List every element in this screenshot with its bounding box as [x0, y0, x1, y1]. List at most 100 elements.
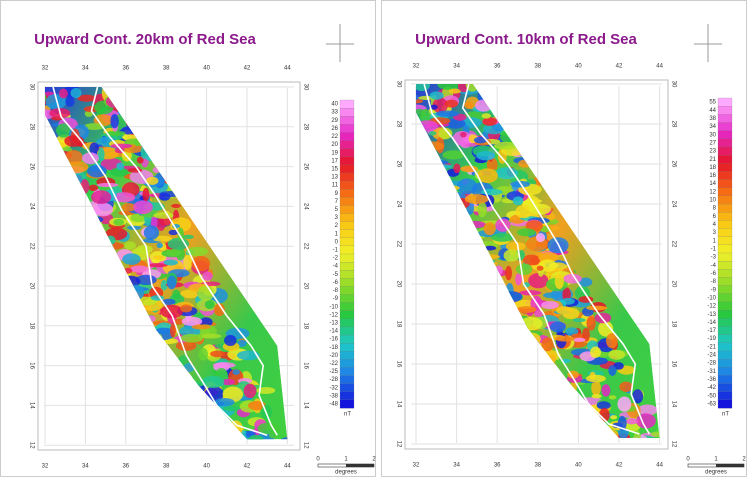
anomaly-blob — [503, 249, 520, 262]
y-tick-label: 30 — [28, 84, 34, 91]
colorbar-swatch — [717, 334, 733, 344]
colorbar-swatch — [339, 310, 355, 320]
colorbar-swatch — [339, 197, 355, 206]
x-tick-label: 32 — [42, 464, 49, 470]
anomaly-blob — [505, 265, 513, 281]
anomaly-blob — [522, 254, 541, 266]
colorbar-label: 44 — [709, 108, 716, 114]
colorbar-label: -2 — [333, 256, 339, 262]
colorbar-swatch — [339, 359, 355, 368]
y-tick-label: 16 — [302, 362, 308, 369]
colorbar-swatch — [717, 326, 733, 335]
anomaly-blob — [171, 203, 181, 208]
y-tick-label: 18 — [28, 322, 34, 329]
colorbar-label: 8 — [713, 206, 717, 212]
colorbar-swatch — [339, 391, 355, 401]
anomaly-blob — [142, 187, 150, 202]
anomaly-blob — [172, 289, 181, 300]
colorbar-label: -9 — [711, 287, 717, 293]
scale-label: 2 — [372, 457, 376, 463]
colorbar-swatch — [717, 277, 733, 287]
x-tick-label: 42 — [616, 64, 623, 70]
colorbar-swatch — [717, 310, 733, 319]
anomaly-blob — [464, 194, 489, 204]
colorbar-label: 20 — [331, 142, 338, 148]
anomaly-blob — [213, 303, 225, 317]
scale-label: 1 — [714, 457, 718, 463]
colorbar-swatch — [339, 270, 355, 279]
anomaly-blob — [428, 131, 437, 136]
anomaly-blob — [635, 413, 656, 429]
anomaly-blob — [476, 151, 496, 161]
anomaly-blob — [247, 434, 265, 440]
anomaly-blob — [168, 229, 179, 236]
colorbar-swatch — [717, 350, 733, 360]
y-tick-label: 16 — [395, 361, 401, 368]
x-tick-label: 44 — [656, 64, 663, 70]
anomaly-blob — [204, 300, 215, 310]
anomaly-blob — [93, 114, 113, 127]
anomaly-blob — [435, 110, 459, 117]
y-tick-label: 26 — [302, 163, 308, 170]
anomaly-blob — [199, 317, 213, 327]
colorbar-swatch — [717, 342, 733, 352]
anomaly-blob — [191, 324, 211, 330]
anomaly-blob — [477, 201, 488, 218]
anomaly-blob — [214, 398, 235, 407]
anomaly-blob — [512, 196, 524, 206]
anomaly-blob — [160, 279, 168, 291]
anomaly-blob — [106, 130, 126, 136]
anomaly-blob — [555, 336, 575, 342]
coastline — [461, 84, 651, 435]
colorbar-unit: nT — [344, 412, 351, 418]
colorbar-label: -28 — [707, 361, 716, 367]
colorbar-label: 21 — [709, 157, 716, 163]
colorbar-label: 18 — [709, 165, 716, 171]
colorbar-label: -20 — [329, 353, 338, 359]
anomaly-blob — [572, 318, 586, 323]
anomaly-blob — [617, 396, 632, 412]
anomaly-blob — [213, 362, 236, 369]
colorbar-label: -3 — [711, 255, 717, 261]
colorbar-label: -38 — [329, 393, 338, 399]
anomaly-blob — [143, 225, 160, 240]
colorbar-label: 6 — [713, 214, 717, 220]
anomaly-blob — [586, 305, 608, 311]
anomaly-blob — [625, 418, 638, 425]
anomaly-blob — [174, 318, 184, 325]
anomaly-blob — [445, 118, 466, 129]
x-tick-label: 40 — [575, 64, 582, 70]
anomaly-blob — [136, 244, 153, 254]
map-panel: Upward Cont. 10km of Red Sea323234343636… — [381, 0, 747, 477]
anomaly-blob — [505, 241, 526, 251]
colorbar-swatch — [717, 236, 733, 246]
anomaly-blob — [432, 97, 448, 114]
colorbar-swatch — [339, 156, 355, 166]
colorbar-swatch — [339, 334, 355, 344]
colorbar-swatch — [717, 130, 733, 140]
anomaly-blob — [110, 113, 119, 129]
x-tick-label: 36 — [494, 64, 501, 70]
anomaly-blob — [121, 203, 137, 212]
anomaly-blob — [491, 233, 514, 242]
x-tick-label: 34 — [82, 464, 89, 470]
y-tick-label: 18 — [302, 322, 308, 329]
y-tick-label: 14 — [302, 402, 308, 409]
anomaly-blob — [161, 298, 176, 305]
colorbar-label: -12 — [329, 312, 338, 318]
colorbar-label: 5 — [335, 207, 339, 213]
anomaly-blob — [201, 375, 225, 388]
anomaly-blob — [493, 141, 518, 150]
anomaly-blob — [224, 335, 237, 346]
anomaly-blob — [158, 192, 171, 201]
x-tick-label: 34 — [453, 463, 460, 469]
x-tick-label: 34 — [453, 64, 460, 70]
x-tick-label: 40 — [203, 66, 210, 72]
anomaly-blob — [515, 273, 522, 286]
anomaly-blob — [650, 431, 660, 438]
anomaly-blob — [585, 374, 606, 383]
anomaly-blob — [166, 249, 182, 257]
x-tick-label: 36 — [122, 464, 129, 470]
anomaly-blob — [477, 168, 498, 184]
anomaly-blob — [416, 98, 424, 104]
